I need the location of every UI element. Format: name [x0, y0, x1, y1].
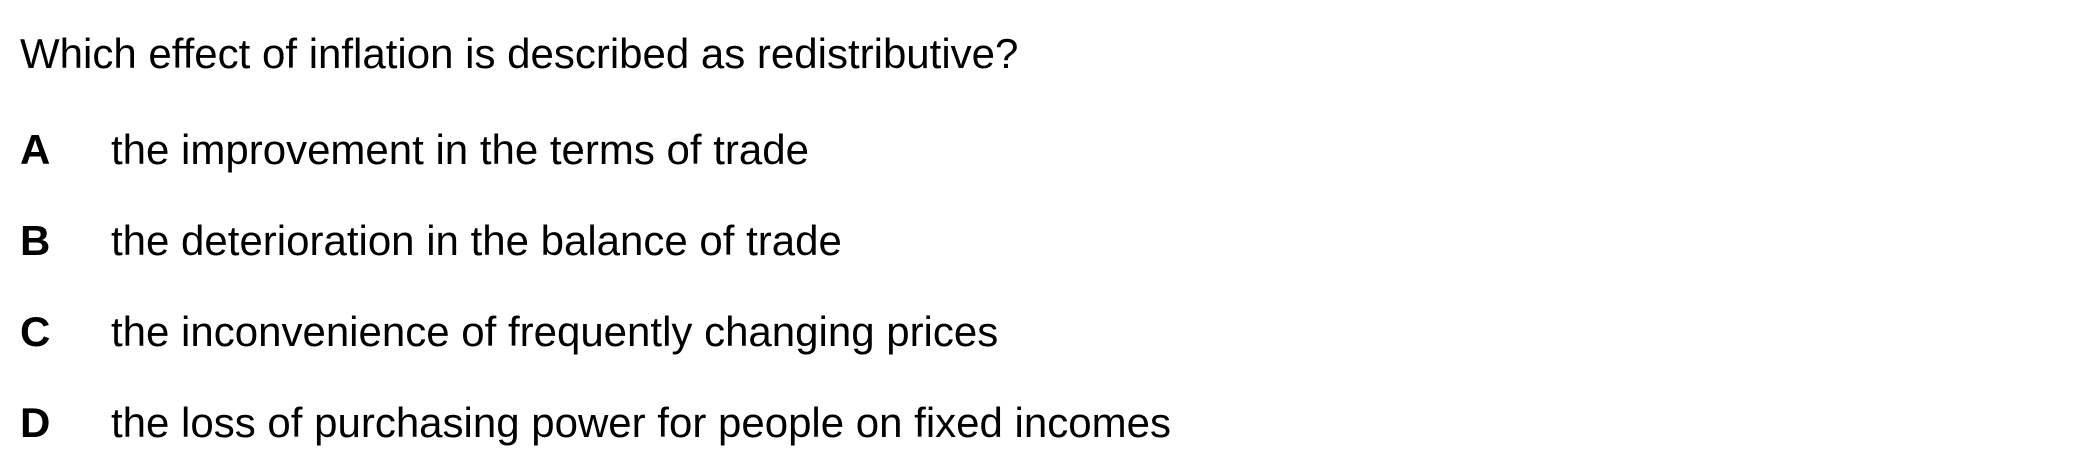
- option-text: the improvement in the terms of trade: [111, 126, 809, 173]
- option-text: the deterioration in the balance of trad…: [111, 217, 842, 264]
- option-letter: C: [20, 308, 51, 355]
- option-text: the inconvenience of frequently changing…: [111, 308, 999, 355]
- option-letter: D: [20, 399, 51, 446]
- question-text: Which effect of inflation is described a…: [20, 30, 1019, 77]
- option-text: the loss of purchasing power for people …: [111, 399, 1171, 446]
- option-letter: A: [20, 126, 51, 173]
- option-letter: B: [20, 217, 51, 264]
